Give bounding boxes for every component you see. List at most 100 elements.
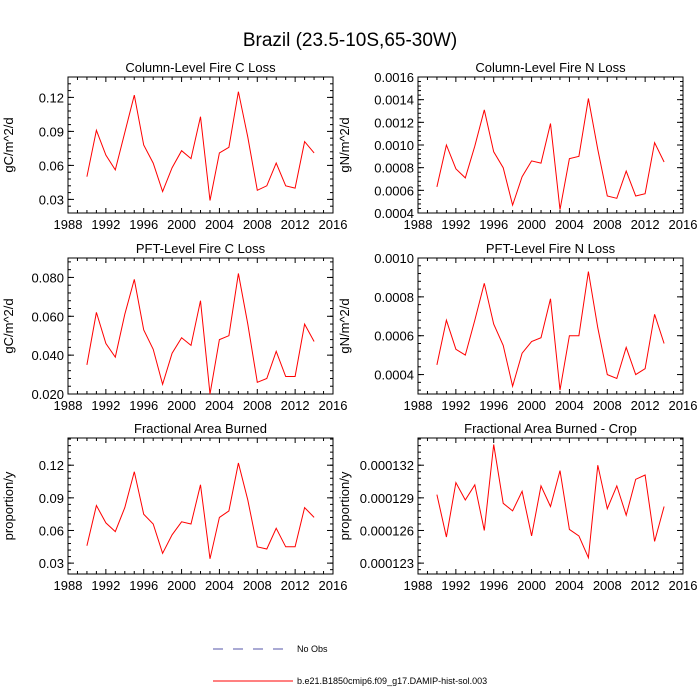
x-tick-label: 2008 — [243, 398, 272, 413]
x-tick-label: 1992 — [441, 398, 470, 413]
x-tick-label: 1996 — [129, 578, 158, 593]
x-tick-label: 2008 — [243, 578, 272, 593]
y-tick-label: 0.09 — [39, 491, 64, 506]
x-tick-label: 2000 — [517, 578, 546, 593]
y-axis-label: proportion/y — [337, 471, 352, 540]
x-tick-label: 2012 — [631, 578, 660, 593]
x-tick-label: 2004 — [555, 217, 584, 232]
y-tick-label: 0.0004 — [374, 206, 414, 221]
x-tick-label: 1992 — [441, 578, 470, 593]
panel-5: Fractional Area Burned proportion/y 1988 19… — [1, 421, 347, 593]
x-tick-label: 2016 — [669, 398, 698, 413]
x-tick-label: 1996 — [479, 578, 508, 593]
panel-1: Column-Level Fire C Loss gC/m^2/d 1988 1992… — [1, 60, 347, 232]
y-tick-label: 0.06 — [39, 523, 64, 538]
y-tick-label: 0.000129 — [360, 491, 414, 506]
plot-frame — [417, 257, 684, 395]
y-tick-label: 0.09 — [39, 124, 64, 139]
x-tick-label: 2008 — [243, 217, 272, 232]
y-tick-label: 0.020 — [31, 387, 64, 402]
y-tick-label: 0.060 — [31, 309, 64, 324]
series-line — [436, 444, 665, 560]
panel-4: PFT-Level Fire N Loss gN/m^2/d 1988 1992 199… — [337, 241, 697, 413]
y-tick-label: 0.12 — [39, 458, 64, 473]
main-title: Brazil (23.5-10S,65-30W) — [243, 30, 457, 51]
series-line — [86, 462, 315, 559]
x-tick-label: 1992 — [91, 578, 120, 593]
x-tick-label: 1988 — [54, 578, 83, 593]
x-tick-label: 2016 — [319, 578, 348, 593]
x-tick-label: 1996 — [479, 398, 508, 413]
x-tick-label: 1992 — [441, 217, 470, 232]
x-tick-label: 1996 — [129, 398, 158, 413]
x-tick-label: 1988 — [54, 398, 83, 413]
x-tick-label: 1996 — [479, 217, 508, 232]
plot-frame — [67, 76, 334, 214]
legend: No Obs b.e21.B1850cmip6.f09_g17.DAMIP-hi… — [213, 644, 487, 686]
panel-title: Column-Level Fire C Loss — [125, 60, 276, 75]
panel-6: Fractional Area Burned - Crop proportion/… — [337, 421, 697, 593]
y-tick-label: 0.0012 — [374, 115, 414, 130]
x-tick-label: 2000 — [167, 578, 196, 593]
x-tick-label: 2008 — [593, 578, 622, 593]
panel-title: PFT-Level Fire C Loss — [136, 241, 266, 256]
plot-frame — [417, 76, 684, 214]
legend-label-model: b.e21.B1850cmip6.f09_g17.DAMIP-hist-sol.… — [297, 676, 487, 686]
x-tick-label: 2004 — [205, 217, 234, 232]
y-tick-label: 0.0004 — [374, 368, 414, 383]
x-tick-label: 1992 — [91, 398, 120, 413]
y-tick-label: 0.0014 — [374, 93, 414, 108]
x-tick-label: 2004 — [205, 578, 234, 593]
x-tick-label: 1988 — [404, 217, 433, 232]
x-tick-label: 1988 — [54, 217, 83, 232]
x-tick-label: 2016 — [319, 217, 348, 232]
x-tick-label: 2012 — [631, 217, 660, 232]
y-axis-label: gC/m^2/d — [1, 298, 16, 353]
x-tick-label: 2012 — [281, 217, 310, 232]
y-tick-label: 0.0008 — [374, 161, 414, 176]
y-tick-label: 0.03 — [39, 192, 64, 207]
series-line — [436, 98, 665, 210]
x-tick-label: 2008 — [593, 398, 622, 413]
y-axis-label: gN/m^2/d — [337, 298, 352, 353]
x-tick-label: 2016 — [669, 578, 698, 593]
panel-title: PFT-Level Fire N Loss — [486, 241, 616, 256]
y-axis-label: gC/m^2/d — [1, 117, 16, 172]
legend-label-no-obs: No Obs — [297, 644, 328, 654]
panel-title: Fractional Area Burned — [134, 421, 267, 436]
panel-title: Fractional Area Burned - Crop — [464, 421, 637, 436]
y-tick-label: 0.0010 — [374, 251, 414, 266]
y-tick-label: 0.0006 — [374, 329, 414, 344]
y-tick-label: 0.0016 — [374, 70, 414, 85]
y-tick-label: 0.0010 — [374, 138, 414, 153]
y-tick-label: 0.000132 — [360, 458, 414, 473]
y-tick-label: 0.0008 — [374, 290, 414, 305]
panel-3: PFT-Level Fire C Loss gC/m^2/d 1988 1992 199… — [1, 241, 347, 413]
panels: Column-Level Fire C Loss gC/m^2/d 1988 1992… — [1, 60, 697, 593]
y-tick-label: 0.06 — [39, 158, 64, 173]
y-axis-label: proportion/y — [1, 471, 16, 540]
series-line — [86, 91, 315, 201]
panel-2: Column-Level Fire N Loss gN/m^2/d 1988 1992… — [337, 60, 697, 232]
plot-frame — [67, 257, 334, 395]
y-tick-label: 0.000123 — [360, 556, 414, 571]
y-tick-label: 0.040 — [31, 348, 64, 363]
x-tick-label: 2012 — [281, 578, 310, 593]
x-tick-label: 1988 — [404, 398, 433, 413]
x-tick-label: 2000 — [517, 217, 546, 232]
x-tick-label: 2004 — [205, 398, 234, 413]
y-tick-label: 0.12 — [39, 90, 64, 105]
y-tick-label: 0.080 — [31, 270, 64, 285]
x-tick-label: 2000 — [517, 398, 546, 413]
y-tick-label: 0.000126 — [360, 523, 414, 538]
x-tick-label: 2016 — [319, 398, 348, 413]
panel-title: Column-Level Fire N Loss — [475, 60, 626, 75]
x-tick-label: 2012 — [281, 398, 310, 413]
series-line — [436, 271, 665, 391]
y-tick-label: 0.03 — [39, 556, 64, 571]
x-tick-label: 2000 — [167, 398, 196, 413]
y-axis-label: gN/m^2/d — [337, 117, 352, 172]
series-line — [86, 273, 315, 395]
y-tick-label: 0.0006 — [374, 183, 414, 198]
